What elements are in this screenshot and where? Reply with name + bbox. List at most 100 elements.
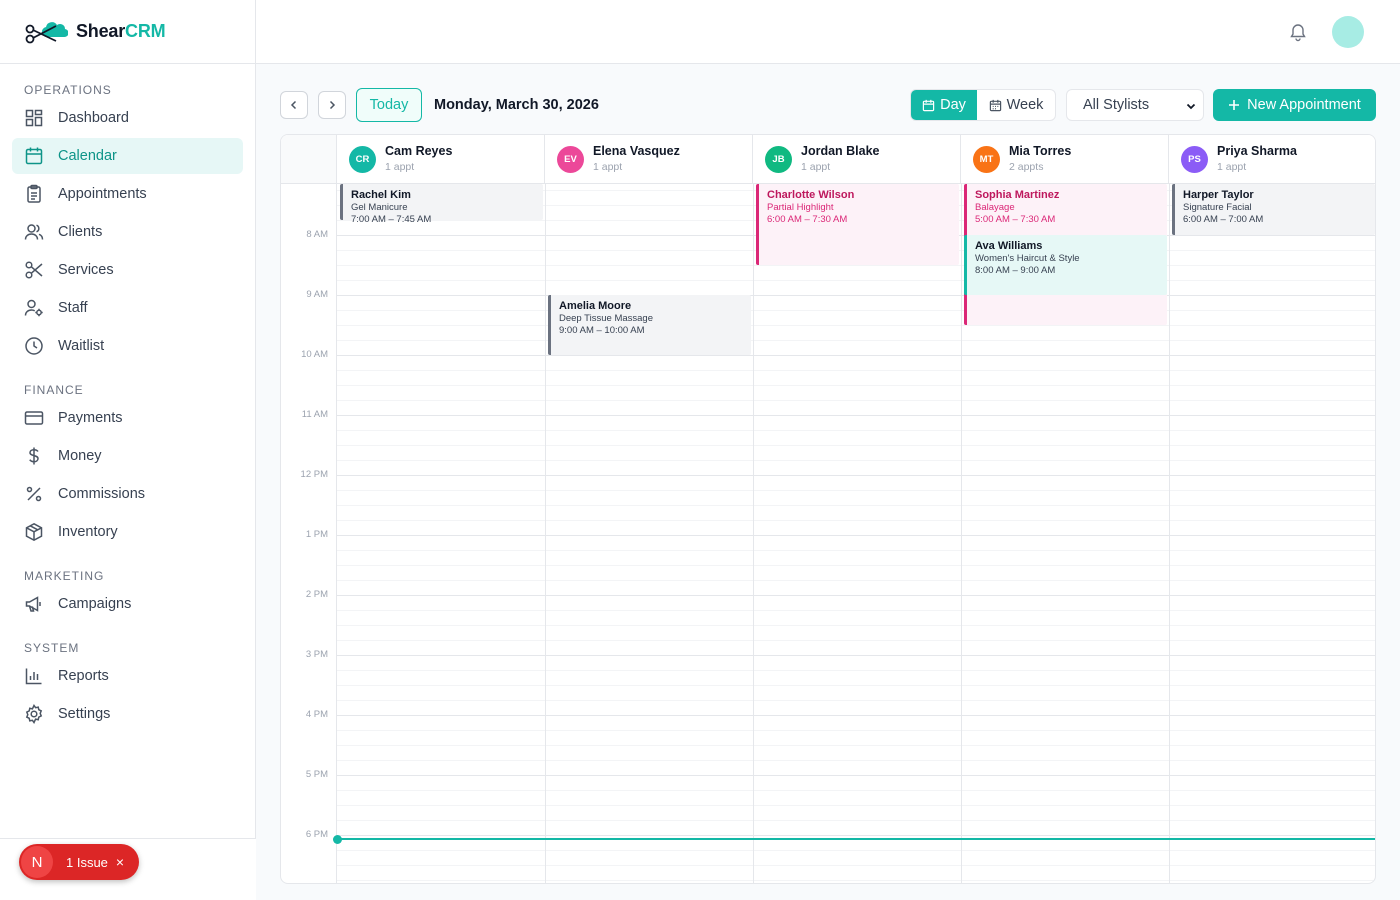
sidebar-item-label: Dashboard bbox=[58, 110, 129, 126]
stylist-column-divider bbox=[545, 184, 546, 883]
quarter-gridline bbox=[337, 625, 1375, 626]
time-label: 4 PM bbox=[305, 709, 328, 720]
plus-icon bbox=[1229, 100, 1240, 110]
issue-label: 1 Issue bbox=[66, 854, 108, 870]
time-label: 3 PM bbox=[305, 649, 328, 660]
appointment-service: Signature Facial bbox=[1183, 202, 1252, 213]
quarter-gridline bbox=[337, 400, 1375, 401]
calendar-icon bbox=[922, 99, 935, 111]
day-view-label: Day bbox=[940, 97, 966, 113]
appointment-service: Gel Manicure bbox=[351, 202, 408, 213]
day-view-button[interactable]: Day bbox=[911, 90, 978, 120]
sidebar-item-dashboard[interactable]: Dashboard bbox=[12, 100, 243, 136]
sidebar-item-label: Commissions bbox=[58, 486, 146, 502]
stylist-column-header[interactable]: PS Priya Sharma 1 appt bbox=[1169, 135, 1375, 183]
issue-bar: N 1 Issue × bbox=[0, 838, 256, 900]
new-appointment-button[interactable]: New Appointment bbox=[1213, 89, 1376, 121]
sidebar-item-label: Reports bbox=[58, 668, 109, 684]
issues-button[interactable]: N 1 Issue × bbox=[19, 844, 139, 880]
quarter-gridline bbox=[337, 760, 1375, 761]
sidebar-item-reports[interactable]: Reports bbox=[12, 658, 243, 694]
calendar-toolbar: Today Monday, March 30, 2026 Day Week Al… bbox=[280, 88, 1376, 122]
appointment-service: Women's Haircut & Style bbox=[975, 253, 1080, 264]
quarter-gridline bbox=[337, 805, 1375, 806]
hour-gridline bbox=[337, 355, 1375, 356]
quarter-gridline bbox=[337, 505, 1375, 506]
time-label: 8 AM bbox=[306, 229, 328, 240]
stylist-column-header[interactable]: EV Elena Vasquez 1 appt bbox=[545, 135, 753, 183]
appointment-card[interactable]: Harper Taylor Signature Facial 6:00 AM – 7… bbox=[1172, 184, 1375, 235]
calendar-week-icon bbox=[989, 99, 1001, 111]
quarter-gridline bbox=[337, 520, 1375, 521]
sidebar-item-waitlist[interactable]: Waitlist bbox=[12, 328, 243, 364]
section-label-operations: OPERATIONS bbox=[24, 83, 112, 97]
appointment-time: 7:00 AM – 7:45 AM bbox=[351, 214, 432, 225]
sidebar-item-calendar[interactable]: Calendar bbox=[12, 138, 243, 174]
scissors-cloud-logo-icon bbox=[25, 21, 68, 43]
quarter-gridline bbox=[337, 730, 1375, 731]
appointment-time: 5:00 AM – 7:30 AM bbox=[975, 214, 1056, 225]
sidebar-item-money[interactable]: Money bbox=[12, 438, 243, 474]
section-label-marketing: MARKETING bbox=[24, 569, 105, 583]
appointment-client: Harper Taylor bbox=[1183, 189, 1254, 201]
sidebar-item-services[interactable]: Services bbox=[12, 252, 243, 288]
quarter-gridline bbox=[337, 700, 1375, 701]
appointment-card[interactable]: Charlotte Wilson Partial Highlight 6:00 AM… bbox=[756, 184, 959, 265]
sidebar-item-staff[interactable]: Staff bbox=[12, 290, 243, 326]
time-label: 11 AM bbox=[301, 409, 328, 420]
quarter-gridline bbox=[337, 325, 1375, 326]
stylist-appt-count: 1 appt bbox=[593, 161, 623, 173]
sidebar-item-campaigns[interactable]: Campaigns bbox=[12, 586, 243, 622]
sidebar-item-label: Settings bbox=[58, 706, 111, 722]
stylist-column-divider bbox=[753, 184, 754, 883]
sidebar-item-label: Appointments bbox=[58, 186, 147, 202]
sidebar-item-clients[interactable]: Clients bbox=[12, 214, 243, 250]
current-time-dot bbox=[333, 834, 342, 844]
today-button[interactable]: Today bbox=[356, 88, 422, 122]
stylist-filter-select[interactable]: All Stylists bbox=[1066, 89, 1204, 121]
close-icon[interactable]: × bbox=[115, 854, 125, 870]
quarter-gridline bbox=[337, 430, 1375, 431]
sidebar-item-appointments[interactable]: Appointments bbox=[12, 176, 243, 212]
sidebar-item-inventory[interactable]: Inventory bbox=[12, 514, 243, 550]
appointment-card[interactable]: Ava Williams Women's Haircut & Style 8:00 … bbox=[964, 235, 1167, 295]
stylist-column-divider bbox=[1169, 184, 1170, 883]
prev-day-button[interactable] bbox=[280, 91, 308, 119]
appointment-card[interactable]: Amelia Moore Deep Tissue Massage 9:00 AM –… bbox=[548, 295, 751, 355]
hour-gridline bbox=[337, 295, 1375, 296]
sidebar-nav: OPERATIONS Dashboard Calendar Appointmen… bbox=[0, 64, 255, 732]
week-view-button[interactable]: Week bbox=[977, 90, 1055, 120]
appointment-client: Amelia Moore bbox=[559, 300, 632, 312]
stylist-appt-count: 1 appt bbox=[1217, 161, 1247, 173]
appointment-service: Balayage bbox=[975, 202, 1015, 213]
hour-gridline bbox=[337, 835, 1375, 836]
stylist-column-header[interactable]: JB Jordan Blake 1 appt bbox=[753, 135, 961, 183]
section-label-system: SYSTEM bbox=[24, 641, 80, 655]
appointment-time: 6:00 AM – 7:00 AM bbox=[1183, 214, 1264, 225]
megaphone-icon bbox=[25, 596, 41, 612]
stylist-filter-value: All Stylists bbox=[1083, 97, 1150, 113]
stylist-column-header[interactable]: CR Cam Reyes 1 appt bbox=[337, 135, 545, 183]
appointment-card[interactable]: Rachel Kim Gel Manicure 7:00 AM – 7:45 AM bbox=[340, 184, 543, 225]
stylist-name: Mia Torres bbox=[1009, 144, 1072, 158]
sidebar-item-payments[interactable]: Payments bbox=[12, 400, 243, 436]
next-day-button[interactable] bbox=[318, 91, 346, 119]
quarter-gridline bbox=[337, 850, 1375, 851]
dashboard-icon bbox=[25, 109, 43, 127]
chevron-down-icon bbox=[1186, 103, 1196, 110]
brand[interactable]: ShearCRM bbox=[0, 0, 255, 64]
hour-gridline bbox=[337, 655, 1375, 656]
sidebar-item-commissions[interactable]: Commissions bbox=[12, 476, 243, 512]
appointment-client: Rachel Kim bbox=[351, 189, 411, 201]
hour-gridline bbox=[337, 415, 1375, 416]
sidebar-item-settings[interactable]: Settings bbox=[12, 696, 243, 732]
user-avatar[interactable] bbox=[1332, 16, 1364, 48]
quarter-gridline bbox=[337, 280, 1375, 281]
quarter-gridline bbox=[337, 880, 1375, 881]
appointment-time: 9:00 AM – 10:00 AM bbox=[559, 325, 645, 336]
bell-icon[interactable] bbox=[1288, 22, 1308, 42]
quarter-gridline bbox=[337, 670, 1375, 671]
stylist-column-header[interactable]: MT Mia Torres 2 appts bbox=[961, 135, 1169, 183]
appointment-client: Sophia Martinez bbox=[975, 189, 1060, 201]
